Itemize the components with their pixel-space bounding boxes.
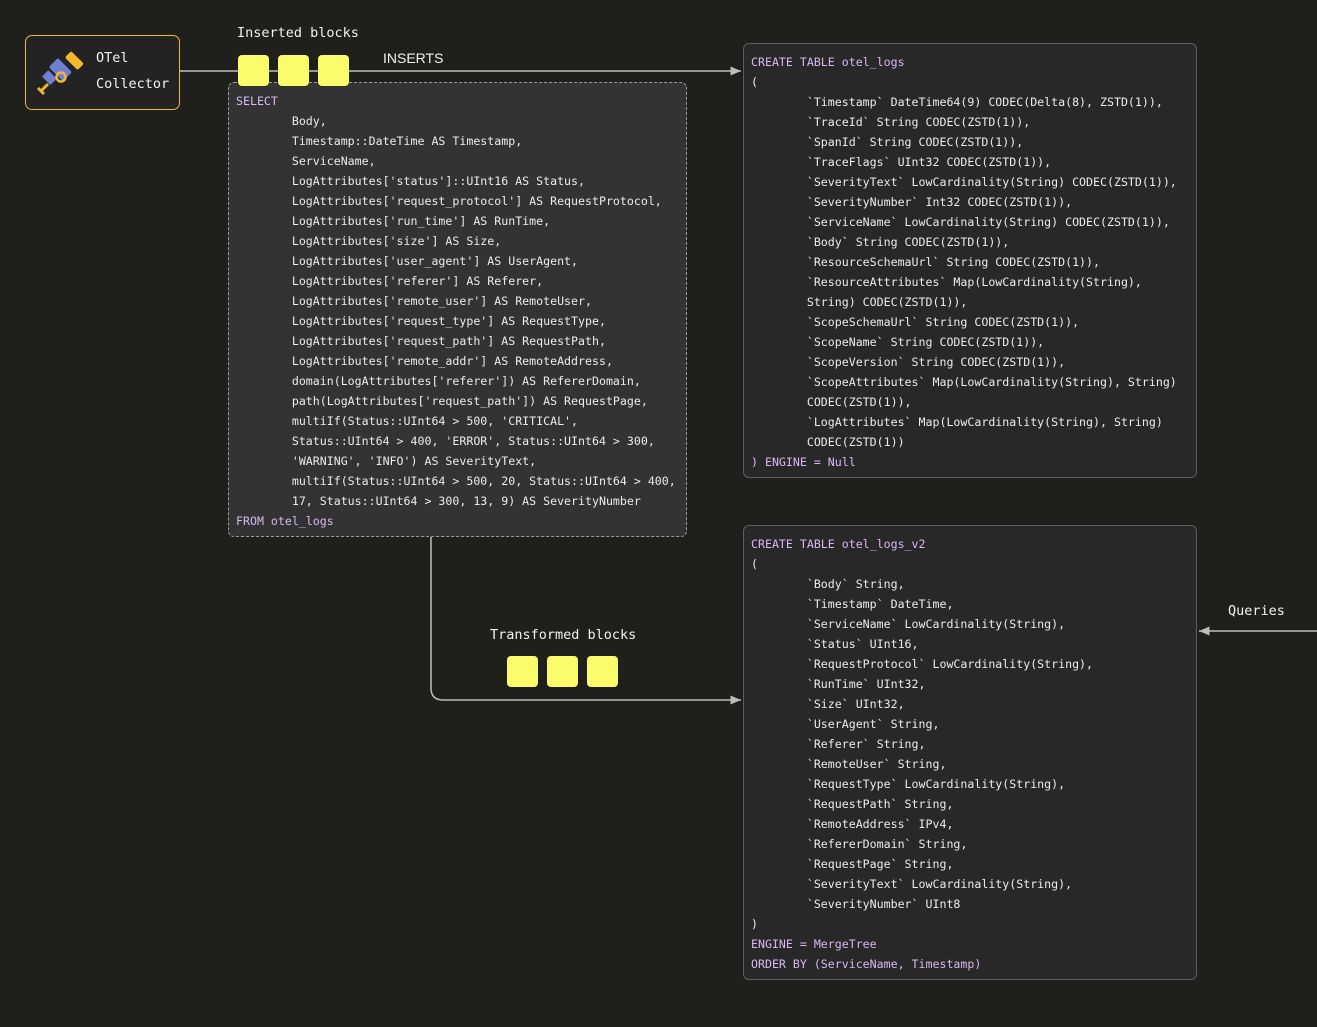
code-line: CREATE TABLE otel_logs	[751, 55, 905, 69]
code-line: Timestamp::DateTime AS Timestamp,	[236, 134, 523, 148]
code-line: `Size` UInt32,	[751, 697, 905, 711]
code-line: `RequestPath` String,	[751, 797, 954, 811]
code-line: LogAttributes['size'] AS Size,	[236, 234, 502, 248]
collector-label-line1: OTel	[96, 50, 129, 66]
collector-label-line2: Collector	[96, 76, 170, 92]
code-line: ORDER BY (ServiceName, Timestamp)	[751, 957, 982, 971]
code-line: LogAttributes['request_protocol'] AS Req…	[236, 194, 662, 208]
code-line: LogAttributes['request_path'] AS Request…	[236, 334, 606, 348]
code-line: CODEC(ZSTD(1)),	[751, 395, 912, 409]
inserted-block	[318, 55, 349, 86]
code-line: ) ENGINE = Null	[751, 455, 856, 469]
code-line: LogAttributes['referer'] AS Referer,	[236, 274, 544, 288]
transformed-blocks-label: Transformed blocks	[490, 627, 637, 643]
code-line: `LogAttributes` Map(LowCardinality(Strin…	[751, 415, 1163, 429]
code-line: `SeverityNumber` Int32 CODEC(ZSTD(1)),	[751, 195, 1073, 209]
code-line: `RequestProtocol` LowCardinality(String)…	[751, 657, 1094, 671]
otel-collector-node: OTel Collector	[25, 35, 180, 110]
code-line: `ServiceName` LowCardinality(String),	[751, 617, 1066, 631]
code-line: CREATE TABLE otel_logs_v2	[751, 537, 926, 551]
code-line: `ScopeName` String CODEC(ZSTD(1)),	[751, 335, 1045, 349]
code-line: String) CODEC(ZSTD(1)),	[751, 295, 968, 309]
code-line: `ResourceAttributes` Map(LowCardinality(…	[751, 275, 1142, 289]
code-line: `Body` String CODEC(ZSTD(1)),	[751, 235, 1010, 249]
code-line: CODEC(ZSTD(1))	[751, 435, 905, 449]
telescope-icon	[36, 51, 84, 96]
code-line: `ResourceSchemaUrl` String CODEC(ZSTD(1)…	[751, 255, 1101, 269]
code-line: `Status` UInt16,	[751, 637, 919, 651]
materialized-view-query: SELECT Body, Timestamp::DateTime AS Time…	[228, 82, 687, 537]
code-line: (	[751, 557, 758, 571]
code-line: FROM otel_logs	[236, 514, 334, 528]
code-line: path(LogAttributes['request_path']) AS R…	[236, 394, 648, 408]
code-line: SELECT	[236, 94, 278, 108]
code-line: 17, Status::UInt64 > 300, 13, 9) AS Seve…	[236, 494, 641, 508]
code-line: Body,	[236, 114, 327, 128]
transform-arrow	[430, 537, 741, 705]
code-line: Status::UInt64 > 400, 'ERROR', Status::U…	[236, 434, 655, 448]
code-line: `RequestPage` String,	[751, 857, 954, 871]
code-line: `UserAgent` String,	[751, 717, 940, 731]
inserts-label: INSERTS	[383, 50, 444, 66]
inserted-block	[238, 55, 269, 86]
code-line: `ScopeSchemaUrl` String CODEC(ZSTD(1)),	[751, 315, 1080, 329]
otel-logs-v2-table-ddl: CREATE TABLE otel_logs_v2 ( `Body` String…	[743, 525, 1197, 980]
code-line: LogAttributes['request_type'] AS Request…	[236, 314, 606, 328]
code-line: `SeverityNumber` UInt8	[751, 897, 961, 911]
inserted-block	[278, 55, 309, 86]
code-line: (	[751, 75, 758, 89]
transformed-block	[587, 656, 618, 687]
code-line: `RequestType` LowCardinality(String),	[751, 777, 1066, 791]
code-line: )	[751, 917, 758, 931]
code-line: `ScopeAttributes` Map(LowCardinality(Str…	[751, 375, 1177, 389]
code-line: ServiceName,	[236, 154, 376, 168]
code-line: LogAttributes['remote_addr'] AS RemoteAd…	[236, 354, 613, 368]
code-line: LogAttributes['remote_user'] AS RemoteUs…	[236, 294, 592, 308]
code-line: `Body` String,	[751, 577, 905, 591]
code-line: `Referer` String,	[751, 737, 926, 751]
code-line: `RunTime` UInt32,	[751, 677, 926, 691]
code-line: `RemoteUser` String,	[751, 757, 947, 771]
code-line: multiIf(Status::UInt64 > 500, 20, Status…	[236, 474, 676, 488]
transformed-block	[507, 656, 538, 687]
code-line: `RefererDomain` String,	[751, 837, 968, 851]
code-line: `TraceId` String CODEC(ZSTD(1)),	[751, 115, 1031, 129]
transformed-block	[547, 656, 578, 687]
inserted-blocks-label: Inserted blocks	[237, 25, 359, 41]
code-line: multiIf(Status::UInt64 > 500, 'CRITICAL'…	[236, 414, 579, 428]
code-line: LogAttributes['run_time'] AS RunTime,	[236, 214, 551, 228]
code-line: LogAttributes['user_agent'] AS UserAgent…	[236, 254, 579, 268]
queries-label: Queries	[1228, 603, 1285, 619]
code-line: `ServiceName` LowCardinality(String) COD…	[751, 215, 1170, 229]
code-line: `TraceFlags` UInt32 CODEC(ZSTD(1)),	[751, 155, 1052, 169]
code-line: LogAttributes['status']::UInt16 AS Statu…	[236, 174, 586, 188]
code-line: `RemoteAddress` IPv4,	[751, 817, 954, 831]
code-line: `ScopeVersion` String CODEC(ZSTD(1)),	[751, 355, 1066, 369]
code-line: `SeverityText` LowCardinality(String) CO…	[751, 175, 1177, 189]
code-line: `SeverityText` LowCardinality(String),	[751, 877, 1073, 891]
code-line: `Timestamp` DateTime64(9) CODEC(Delta(8)…	[751, 95, 1163, 109]
code-line: ENGINE = MergeTree	[751, 937, 877, 951]
code-line: domain(LogAttributes['referer']) AS Refe…	[236, 374, 641, 388]
otel-logs-table-ddl: CREATE TABLE otel_logs ( `Timestamp` Date…	[743, 43, 1197, 478]
code-line: `Timestamp` DateTime,	[751, 597, 954, 611]
code-line: `SpanId` String CODEC(ZSTD(1)),	[751, 135, 1024, 149]
code-line: 'WARNING', 'INFO') AS SeverityText,	[236, 454, 537, 468]
